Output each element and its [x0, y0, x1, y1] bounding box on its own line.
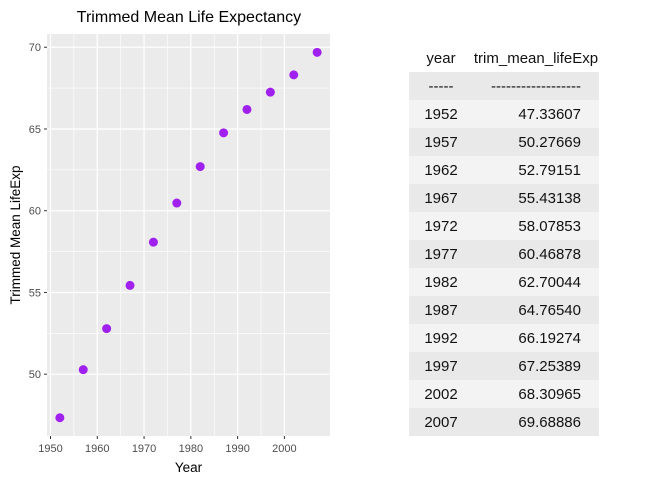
y-axis: 50 55 60 65 70	[29, 42, 47, 381]
table-cell-value: 66.19274	[518, 329, 581, 347]
data-point	[172, 198, 182, 208]
table-header-value: trim_mean_lifeExp	[473, 44, 599, 72]
y-tick-label: 60	[29, 206, 41, 218]
data-table: year trim_mean_lifeExp ----- -----------…	[409, 44, 599, 436]
x-tick-label: 2000	[272, 443, 296, 455]
y-tick-label: 65	[29, 124, 41, 136]
chart-title: Trimmed Mean Life Expectancy	[77, 9, 301, 26]
x-tick-label: 1970	[132, 443, 156, 455]
table-row: 1972 58.07853	[409, 212, 599, 240]
table-cell-year: 1977	[424, 245, 458, 263]
table-cell-value: 64.76540	[518, 301, 581, 319]
grid-lines	[47, 34, 330, 436]
table-cell-year: 1957	[424, 133, 458, 151]
data-point	[265, 87, 275, 97]
data-point	[289, 70, 299, 80]
table-cell-year: 1952	[424, 105, 458, 123]
table-cell-value: 50.27669	[518, 133, 581, 151]
y-axis-title: Trimmed Mean LifeExp	[8, 165, 23, 304]
table-row: 1997 67.25389	[409, 352, 599, 380]
table-row: 1982 62.70044	[409, 268, 599, 296]
table-cell-value: 52.79151	[518, 161, 581, 179]
table-separator-row: ----- ------------------	[409, 72, 599, 100]
data-point	[125, 280, 135, 290]
table-row: 1977 60.46878	[409, 240, 599, 268]
data-point	[242, 104, 252, 114]
data-point	[312, 47, 322, 57]
data-point	[148, 237, 158, 247]
y-tick-label: 70	[29, 42, 41, 54]
table-cell-year: 1982	[424, 273, 458, 291]
table-header-year: year	[409, 44, 473, 72]
table-cell-year: 2007	[424, 413, 458, 431]
plot-panel	[47, 34, 330, 436]
data-point	[78, 365, 88, 375]
table-cell-value: 58.07853	[518, 217, 581, 235]
data-point	[195, 162, 205, 172]
x-tick-label: 1990	[225, 443, 249, 455]
table-separator-year: -----	[409, 72, 473, 100]
table-cell-value: 69.68886	[518, 413, 581, 431]
x-tick-label: 1950	[38, 443, 62, 455]
x-tick-label: 1960	[85, 443, 109, 455]
data-point	[219, 128, 229, 138]
scatter-chart: Trimmed Mean Life Expectancy 1950 1960 197…	[8, 9, 330, 475]
table-row: 1967 55.43138	[409, 184, 599, 212]
x-tick-label: 1980	[179, 443, 203, 455]
y-tick-label: 50	[29, 369, 41, 381]
table-cell-year: 1967	[424, 189, 458, 207]
data-points	[55, 47, 322, 423]
data-point	[102, 324, 112, 334]
table-row: 2007 69.68886	[409, 408, 599, 436]
table-cell-year: 1962	[424, 161, 458, 179]
table-row: 2002 68.30965	[409, 380, 599, 408]
table-cell-year: 1997	[424, 357, 458, 375]
table-cell-value: 62.70044	[518, 273, 581, 291]
table-row: 1987 64.76540	[409, 296, 599, 324]
table-header-row: year trim_mean_lifeExp	[409, 44, 599, 72]
x-axis-title: Year	[175, 460, 203, 475]
table-row: 1957 50.27669	[409, 128, 599, 156]
table-cell-value: 67.25389	[518, 357, 581, 375]
table-separator-value: ------------------	[473, 72, 599, 100]
y-tick-label: 55	[29, 287, 41, 299]
table-row: 1952 47.33607	[409, 100, 599, 128]
table-cell-year: 1972	[424, 217, 458, 235]
table-cell-value: 68.30965	[518, 385, 581, 403]
data-point	[55, 413, 65, 423]
table-row: 1992 66.19274	[409, 324, 599, 352]
table-cell-year: 1992	[424, 329, 458, 347]
table-cell-year: 1987	[424, 301, 458, 319]
table-cell-value: 55.43138	[518, 189, 581, 207]
table-row: 1962 52.79151	[409, 156, 599, 184]
table-cell-value: 47.33607	[518, 105, 581, 123]
table-cell-year: 2002	[424, 385, 458, 403]
table-cell-value: 60.46878	[518, 245, 581, 263]
x-axis: 1950 1960 1970 1980 1990 2000	[38, 436, 297, 455]
